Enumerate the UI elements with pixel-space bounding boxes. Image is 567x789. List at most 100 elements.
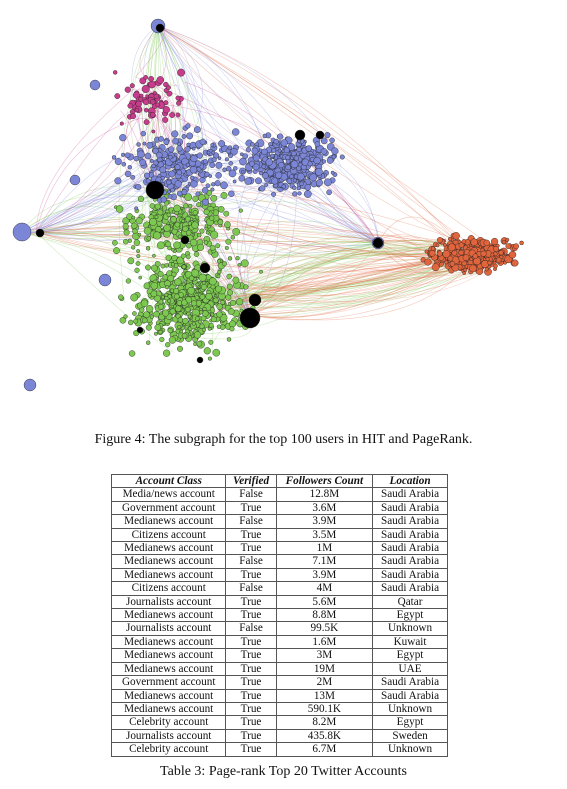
graph-node bbox=[299, 181, 304, 187]
cell-location: Saudi Arabia bbox=[372, 500, 448, 516]
cell-followers-count: 5.6M bbox=[275, 594, 374, 610]
table-row: Journalists account True 435.8K Sweden bbox=[110, 728, 448, 744]
graph-node bbox=[296, 146, 302, 153]
graph-edge bbox=[154, 189, 442, 255]
graph-node bbox=[206, 150, 211, 155]
graph-edge bbox=[239, 241, 379, 324]
graph-node bbox=[182, 225, 189, 233]
graph-node bbox=[226, 273, 232, 280]
graph-node bbox=[226, 166, 232, 172]
graph-node bbox=[131, 245, 136, 250]
graph-node bbox=[458, 250, 464, 256]
graph-node bbox=[185, 230, 192, 236]
graph-node bbox=[286, 178, 293, 184]
graph-node bbox=[186, 242, 192, 249]
graph-node bbox=[251, 147, 259, 155]
graph-node bbox=[164, 292, 169, 297]
graph-node bbox=[230, 235, 236, 240]
graph-node bbox=[199, 228, 205, 234]
graph-node bbox=[297, 191, 302, 196]
graph-node bbox=[227, 145, 233, 150]
cell-location: Saudi Arabia bbox=[372, 514, 448, 529]
graph-node bbox=[275, 171, 283, 179]
graph-node bbox=[226, 337, 232, 342]
graph-node bbox=[174, 305, 182, 312]
graph-edge bbox=[236, 265, 463, 289]
graph-node bbox=[447, 243, 456, 252]
graph-node bbox=[139, 159, 147, 166]
graph-hub-node bbox=[248, 293, 262, 307]
graph-node bbox=[190, 180, 198, 188]
table-row: Celebrity account True 8.2M Egypt bbox=[110, 715, 448, 730]
cell-verified: False bbox=[225, 554, 277, 569]
graph-node bbox=[191, 146, 196, 151]
graph-node bbox=[483, 239, 490, 247]
graph-node bbox=[181, 299, 188, 306]
graph-node bbox=[203, 208, 210, 215]
cell-location: Unknown bbox=[372, 621, 448, 636]
cell-followers-count: 13M bbox=[275, 688, 374, 703]
graph-node bbox=[166, 85, 171, 91]
cell-verified: True bbox=[225, 500, 277, 516]
graph-node bbox=[112, 239, 118, 246]
graph-node bbox=[156, 76, 165, 84]
graph-node bbox=[115, 205, 124, 213]
cell-account-class: Celebrity account bbox=[110, 742, 227, 757]
graph-node bbox=[158, 136, 164, 142]
graph-node bbox=[130, 293, 139, 302]
graph-node bbox=[191, 221, 199, 229]
graph-node bbox=[215, 161, 223, 169]
graph-node bbox=[111, 155, 117, 160]
graph-edge bbox=[236, 262, 466, 315]
graph-node bbox=[240, 170, 245, 174]
graph-edge bbox=[249, 269, 488, 316]
graph-node bbox=[212, 348, 221, 357]
graph-node bbox=[112, 70, 118, 75]
cell-verified: True bbox=[225, 715, 277, 730]
graph-node bbox=[291, 150, 297, 157]
graph-node bbox=[481, 260, 490, 269]
graph-edge bbox=[35, 118, 139, 233]
graph-node bbox=[331, 154, 336, 160]
graph-node bbox=[430, 246, 436, 251]
graph-node bbox=[198, 273, 207, 282]
graph-node bbox=[292, 178, 297, 183]
graph-node bbox=[208, 339, 214, 345]
graph-hub-node bbox=[199, 262, 211, 274]
cell-account-class: Medianews account bbox=[110, 541, 227, 556]
graph-node bbox=[121, 161, 127, 167]
cell-followers-count: 1M bbox=[275, 541, 374, 556]
graph-node bbox=[501, 240, 506, 245]
cell-account-class: Medianews account bbox=[110, 688, 227, 703]
graph-node bbox=[265, 158, 273, 166]
graph-node bbox=[187, 203, 193, 209]
graph-edge bbox=[231, 257, 447, 290]
graph-node bbox=[331, 147, 339, 155]
graph-node bbox=[513, 243, 519, 250]
graph-node bbox=[152, 147, 159, 155]
graph-node bbox=[143, 107, 149, 113]
graph-node bbox=[227, 256, 233, 261]
graph-edge bbox=[157, 25, 342, 167]
graph-node bbox=[243, 284, 249, 290]
cell-verified: False bbox=[225, 487, 277, 502]
graph-node bbox=[180, 253, 186, 259]
graph-edge bbox=[249, 260, 473, 321]
graph-node bbox=[154, 324, 162, 331]
graph-node bbox=[207, 356, 212, 361]
graph-node bbox=[229, 299, 236, 306]
graph-node bbox=[462, 254, 470, 261]
graph-node bbox=[305, 145, 312, 152]
cell-followers-count: 3M bbox=[275, 648, 374, 663]
graph-node bbox=[119, 121, 124, 126]
cell-account-class: Media/news account bbox=[110, 487, 227, 502]
graph-node bbox=[177, 317, 184, 323]
table-row: Medianews account True 3M Egypt bbox=[110, 648, 448, 663]
graph-node bbox=[127, 238, 132, 243]
graph-node bbox=[145, 246, 151, 251]
graph-node bbox=[157, 303, 164, 310]
graph-node bbox=[259, 185, 266, 192]
graph-node bbox=[171, 254, 178, 262]
graph-edge bbox=[188, 222, 379, 244]
graph-edge bbox=[219, 272, 485, 291]
